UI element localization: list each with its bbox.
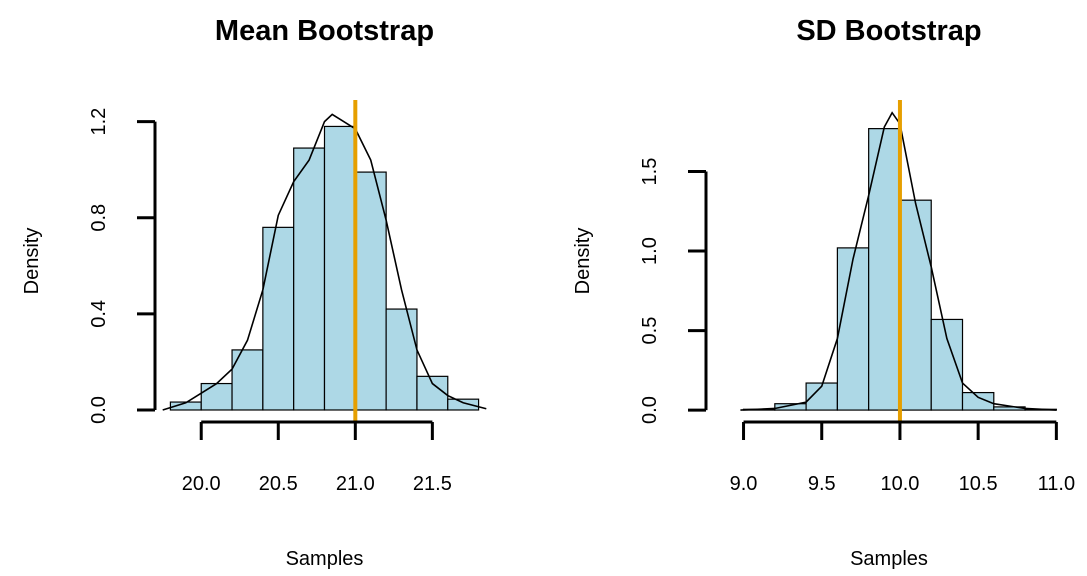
x-tick-label: 11.0 bbox=[1038, 473, 1075, 495]
bar bbox=[416, 375, 449, 411]
x-tick-label: 10.0 bbox=[880, 473, 919, 495]
y-tick-label: 1.0 bbox=[639, 237, 661, 265]
y-tick-label: 0.0 bbox=[88, 396, 110, 424]
x-tick-label: 10.5 bbox=[959, 473, 998, 495]
bar bbox=[868, 128, 901, 411]
chart-title: Mean Bootstrap bbox=[215, 15, 434, 47]
bar bbox=[930, 318, 964, 411]
x-tick-label: 9.0 bbox=[730, 473, 758, 495]
x-tick-label: 9.5 bbox=[808, 473, 836, 495]
bar bbox=[899, 199, 932, 411]
y-tick-label: 0.4 bbox=[88, 300, 110, 328]
y-tick-label: 1.5 bbox=[639, 158, 661, 186]
density-curve bbox=[162, 113, 487, 411]
bar bbox=[293, 147, 326, 411]
bar bbox=[447, 398, 480, 411]
y-axis-label: Density bbox=[21, 228, 43, 295]
x-tick-label: 21.0 bbox=[336, 473, 375, 495]
bar bbox=[385, 308, 418, 411]
y-tick-label: 0.0 bbox=[639, 396, 661, 424]
bar bbox=[200, 382, 233, 411]
x-axis-label: Samples bbox=[286, 548, 364, 570]
bar bbox=[262, 226, 295, 411]
y-tick-label: 1.2 bbox=[88, 108, 110, 136]
bar bbox=[354, 171, 387, 411]
x-tick-label: 20.5 bbox=[259, 473, 298, 495]
x-tick-label: 21.5 bbox=[413, 473, 452, 495]
chart-title: SD Bootstrap bbox=[796, 15, 981, 47]
x-axis-label: Samples bbox=[850, 548, 928, 570]
y-tick-label: 0.5 bbox=[639, 317, 661, 345]
density-curve bbox=[740, 111, 1057, 411]
bar bbox=[961, 391, 995, 411]
bar bbox=[323, 125, 356, 411]
y-tick-label: 0.8 bbox=[88, 204, 110, 232]
y-axis-label: Density bbox=[572, 228, 594, 295]
x-tick-label: 20.0 bbox=[182, 473, 221, 495]
bar bbox=[836, 247, 870, 411]
